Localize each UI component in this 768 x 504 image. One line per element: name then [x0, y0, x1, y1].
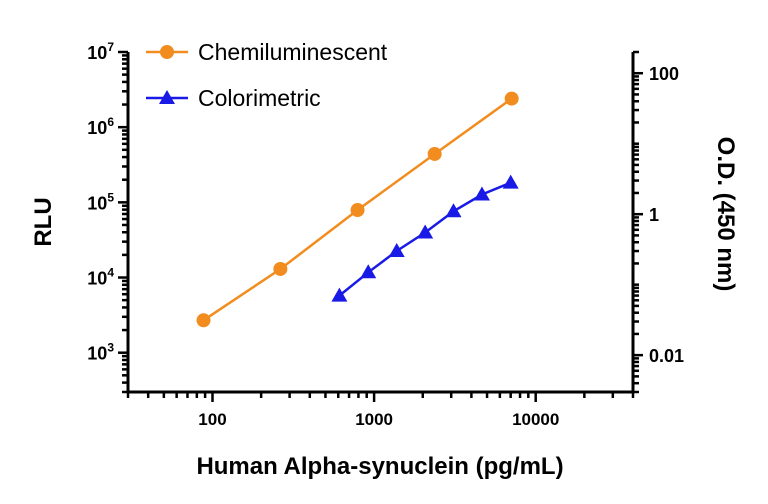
y2-tick-label: 100: [649, 64, 679, 84]
y-tick-label: 106: [87, 115, 114, 138]
y-tick-label: 103: [87, 341, 114, 364]
x-axis-ticks: 100 1000 10000: [126, 392, 635, 429]
triangle-marker: [445, 203, 462, 218]
legend-label: Chemiluminescent: [198, 39, 388, 65]
x-axis-title: Human Alpha-synuclein (pg/mL): [196, 453, 563, 480]
y-axis-ticks: 103 104 105 106 107: [87, 40, 128, 394]
y2-axis-title: O.D. (450 nm): [712, 137, 739, 292]
triangle-marker: [331, 287, 348, 302]
triangle-marker: [360, 264, 377, 279]
y-tick-label: 107: [87, 40, 114, 63]
triangle-marker: [159, 90, 175, 104]
y2-tick-label: 0.01: [649, 346, 684, 366]
circle-marker: [160, 45, 174, 59]
triangle-marker: [388, 243, 405, 258]
y2-axis-ticks: 0.01 1 100: [633, 50, 684, 394]
legend-label: Colorimetric: [198, 85, 321, 111]
triangle-marker: [473, 186, 490, 201]
x-tick-label: 1000: [355, 410, 393, 429]
x-tick-label: 100: [198, 410, 226, 429]
legend-item-1: Chemiluminescent: [146, 39, 388, 65]
circle-marker: [504, 91, 519, 106]
triangle-marker: [502, 174, 519, 189]
circle-marker: [273, 261, 288, 276]
y-tick-label: 104: [87, 266, 114, 289]
circle-marker: [350, 203, 365, 218]
circle-marker: [196, 313, 211, 328]
y-tick-label: 105: [87, 190, 114, 213]
y-axis-title: RLU: [30, 197, 57, 246]
y2-tick-label: 1: [649, 205, 659, 225]
circle-marker: [427, 146, 442, 161]
legend: Chemiluminescent Colorimetric: [146, 39, 388, 111]
series-layer: [196, 91, 519, 328]
series-1: [196, 91, 519, 328]
legend-item-2: Colorimetric: [146, 85, 321, 111]
triangle-marker: [417, 224, 434, 239]
x-tick-label: 10000: [512, 410, 559, 429]
series-2: [331, 174, 519, 302]
